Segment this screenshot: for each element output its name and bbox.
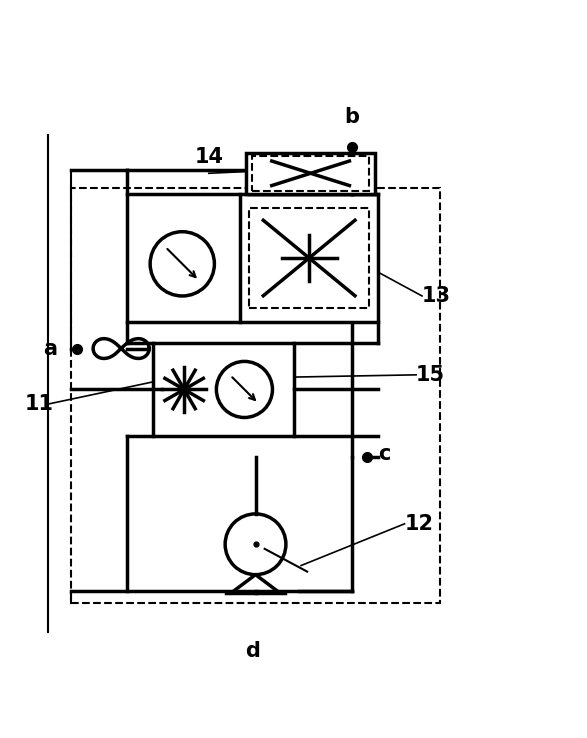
Bar xyxy=(249,208,369,308)
Text: c: c xyxy=(378,444,390,463)
Text: 12: 12 xyxy=(404,514,434,534)
Bar xyxy=(72,188,440,603)
Bar xyxy=(252,156,369,191)
Bar xyxy=(127,194,378,323)
Text: 14: 14 xyxy=(194,148,223,168)
Text: 13: 13 xyxy=(422,286,451,306)
Text: d: d xyxy=(245,641,260,661)
Text: b: b xyxy=(345,106,359,126)
Bar xyxy=(153,342,294,436)
Bar xyxy=(246,153,375,194)
Text: a: a xyxy=(43,339,57,359)
Text: 15: 15 xyxy=(416,365,446,384)
Text: 11: 11 xyxy=(25,394,54,414)
